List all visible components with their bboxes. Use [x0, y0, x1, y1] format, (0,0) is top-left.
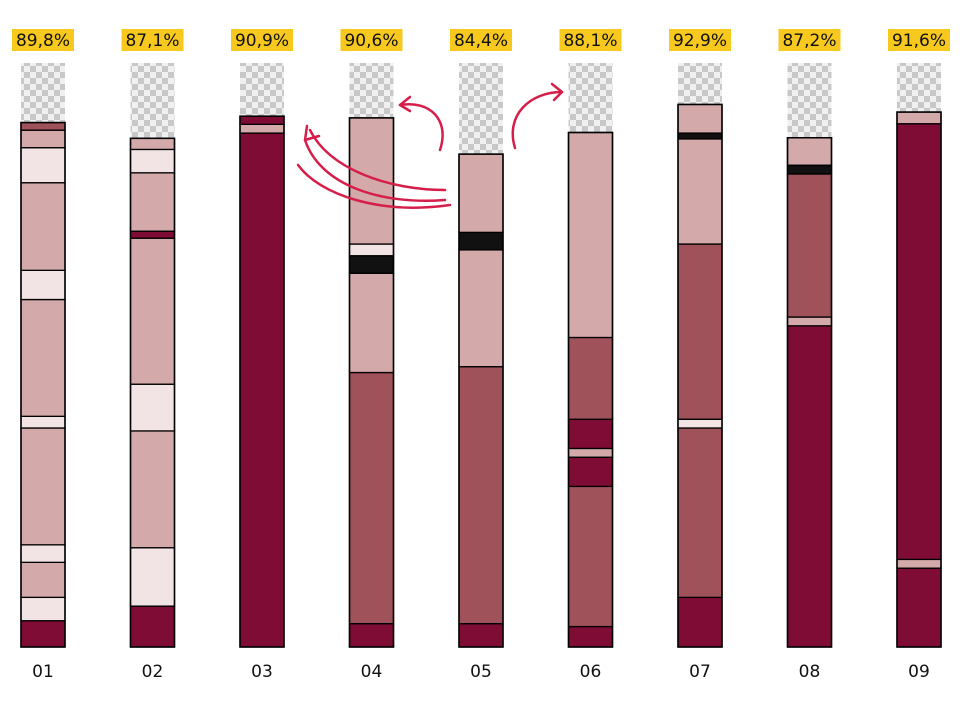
segment: [348, 243, 395, 257]
segment: [20, 596, 66, 622]
value-label: 89,8%: [16, 31, 70, 51]
value-label-box: [231, 29, 293, 51]
segment: [458, 366, 504, 625]
segment: [786, 316, 833, 327]
segment: [20, 620, 66, 648]
segment: [20, 182, 66, 271]
segment: [348, 371, 395, 625]
x-tick-label: 06: [580, 662, 602, 682]
segment: [129, 237, 176, 385]
segment: [129, 605, 176, 648]
segment: [20, 561, 66, 599]
x-tick-label: 04: [361, 662, 383, 682]
value-label-box: [559, 29, 622, 51]
value-label-box: [12, 29, 74, 51]
value-label-box: [340, 29, 403, 51]
column: [239, 115, 285, 648]
segment: [786, 173, 833, 318]
segment: [677, 138, 723, 245]
segment: [129, 383, 176, 432]
column: [20, 121, 66, 648]
segment: [20, 269, 66, 301]
segment: [567, 418, 614, 450]
segment: [896, 558, 942, 569]
segment: [348, 272, 395, 374]
segment: [20, 298, 66, 417]
segment: [20, 147, 66, 184]
segment: [896, 111, 942, 125]
segment: [567, 625, 614, 648]
segment: [129, 137, 176, 151]
value-label: 87,1%: [125, 31, 179, 51]
segment: [567, 447, 614, 458]
column: [567, 131, 614, 648]
column: [896, 111, 942, 648]
value-label: 91,6%: [892, 31, 946, 51]
segment: [129, 430, 176, 549]
segment: [20, 544, 66, 563]
value-label-box: [888, 29, 950, 51]
segment: [348, 117, 395, 245]
segment: [567, 336, 614, 420]
segment: [677, 596, 723, 648]
segment: [20, 415, 66, 429]
value-label: 84,4%: [454, 31, 508, 51]
segment: [677, 132, 723, 140]
segment: [239, 132, 285, 648]
segment: [129, 148, 176, 174]
x-tick-label: 09: [908, 662, 930, 682]
segment: [458, 153, 504, 234]
segment: [896, 123, 942, 561]
value-label: 88,1%: [563, 31, 617, 51]
segment: [20, 121, 66, 131]
segment: [567, 131, 614, 339]
segment: [129, 172, 176, 232]
x-tick-label: 03: [251, 662, 273, 682]
segment: [348, 255, 395, 274]
x-tick-label: 01: [32, 662, 54, 682]
value-label-box: [121, 29, 184, 51]
segment: [129, 547, 176, 607]
x-tick-label: 08: [799, 662, 821, 682]
x-tick-label: 05: [470, 662, 492, 682]
segment: [786, 137, 833, 166]
segment: [677, 427, 723, 599]
segment: [129, 230, 176, 239]
column: [348, 117, 395, 648]
segment: [677, 103, 723, 134]
value-label-box: [450, 29, 512, 51]
segment: [786, 164, 833, 175]
value-label: 87,2%: [782, 31, 836, 51]
segment: [348, 622, 395, 648]
segment: [458, 622, 504, 648]
segment: [20, 427, 66, 546]
x-tick-label: 02: [142, 662, 164, 682]
segment: [896, 567, 942, 648]
value-label-box: [778, 29, 841, 51]
segment: [458, 231, 504, 251]
segment: [567, 485, 614, 628]
segment: [677, 243, 723, 420]
column: [677, 103, 723, 648]
value-label: 90,6%: [344, 31, 398, 51]
segment: [458, 249, 504, 368]
segment: [239, 115, 285, 125]
value-label: 92,9%: [673, 31, 727, 51]
segment: [20, 129, 66, 149]
column: [458, 153, 504, 648]
annotation-arrows: [296, 82, 564, 209]
column: [786, 137, 833, 648]
segment: [567, 456, 614, 488]
segment: [677, 418, 723, 429]
value-label: 90,9%: [235, 31, 289, 51]
column: [129, 137, 176, 648]
segment: [786, 325, 833, 648]
value-label-box: [669, 29, 731, 51]
segment: [239, 123, 285, 134]
x-tick-label: 07: [689, 662, 711, 682]
